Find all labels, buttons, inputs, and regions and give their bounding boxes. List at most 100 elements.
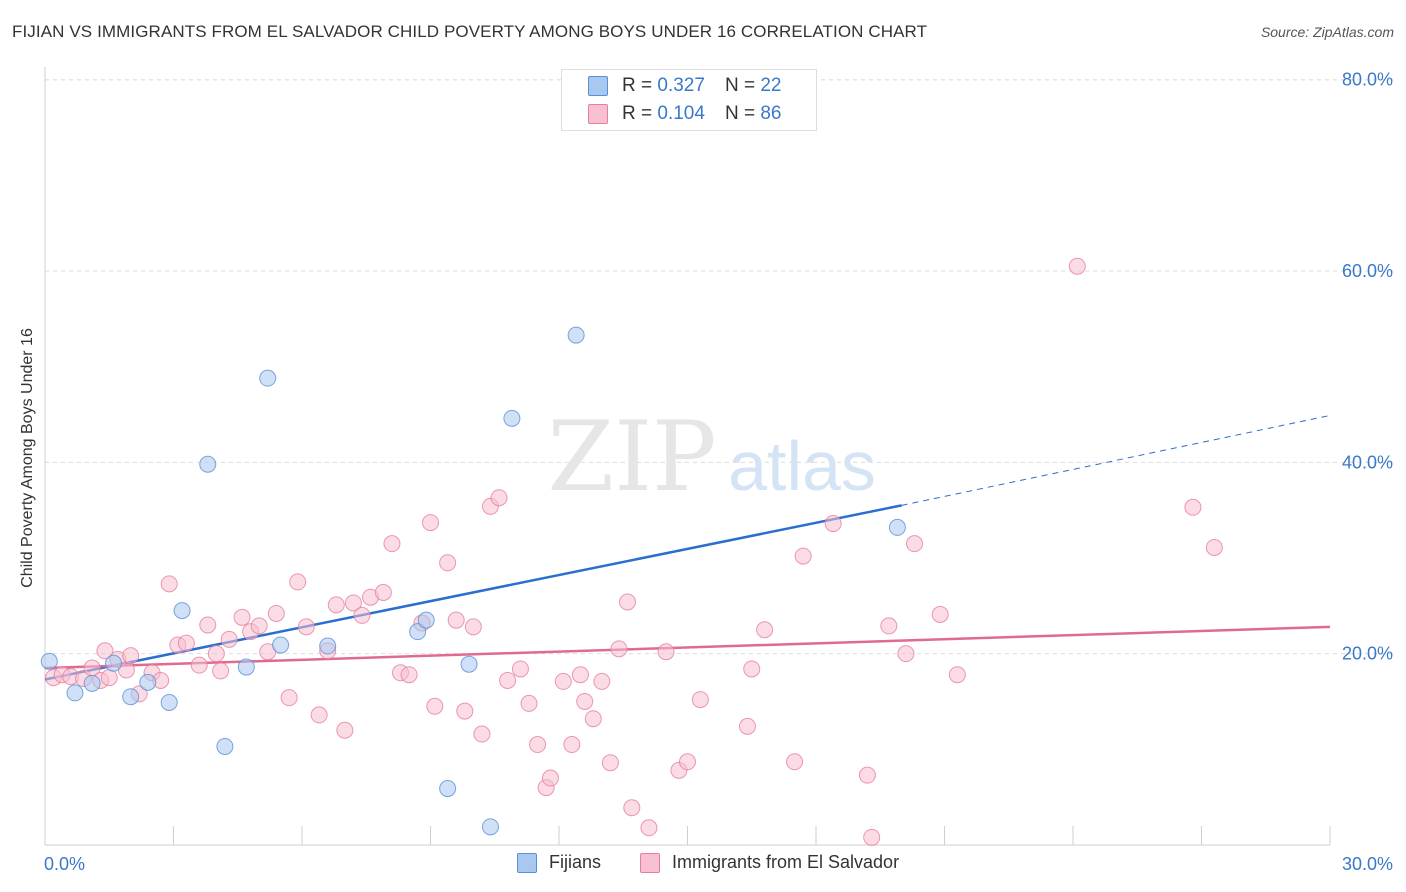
series-legend: Fijians Immigrants from El Salvador	[0, 852, 1406, 878]
salvador-point	[610, 640, 628, 658]
salvador-point	[931, 605, 949, 623]
salvador-point	[576, 693, 594, 710]
salvador-point	[571, 666, 589, 684]
fijian-trend-extension	[901, 414, 1331, 506]
salvador-point	[456, 702, 474, 720]
chart-title: FIJIAN VS IMMIGRANTS FROM EL SALVADOR CH…	[12, 22, 928, 41]
salvador-point	[220, 630, 238, 648]
salvador-point	[177, 634, 195, 652]
salvador-point	[563, 736, 581, 754]
salvador-point	[691, 691, 709, 709]
salvador-point	[122, 647, 140, 665]
fijian-point	[460, 655, 478, 673]
fijian-point	[237, 658, 255, 676]
legend-item-salvador: Immigrants from El Salvador	[640, 852, 899, 873]
salvador-point	[623, 799, 641, 817]
salvador-point	[880, 617, 898, 635]
salvador-point	[190, 656, 208, 674]
salvador-trend-line	[44, 625, 1331, 670]
salvador-point	[336, 721, 354, 739]
fijian-point	[272, 636, 290, 654]
r-value-salvador: 0.104	[657, 103, 705, 124]
salvador-point	[250, 617, 268, 635]
salvador-point	[679, 753, 696, 771]
salvador-point	[601, 754, 619, 772]
salvador-point	[858, 766, 876, 784]
salvador-point	[199, 616, 217, 634]
salvador-point	[310, 706, 328, 724]
fijian-point	[567, 326, 585, 344]
salvador-point	[96, 642, 114, 660]
legend-row-fijians: R = 0.327 N = 22	[588, 75, 781, 97]
salvador-swatch	[640, 852, 660, 873]
fijian-point	[40, 652, 58, 670]
n-label: N =	[724, 75, 756, 96]
fijian-point	[66, 684, 84, 702]
salvador-point	[383, 535, 401, 553]
fijian-point	[160, 693, 178, 711]
fijian-point	[481, 818, 499, 836]
legend-label-salvador: Immigrants from El Salvador	[672, 852, 900, 872]
fijian-point	[259, 369, 277, 387]
r-label: R =	[622, 103, 653, 124]
watermark-zip: ZIP	[547, 401, 716, 513]
salvador-point	[100, 669, 118, 687]
data-points	[40, 257, 1223, 846]
n-value-salvador: 86	[760, 103, 782, 124]
x-tick-label: 30.0%	[1342, 854, 1393, 874]
salvador-point	[824, 515, 842, 533]
salvador-point	[657, 643, 675, 661]
salvador-point	[756, 621, 774, 639]
salvador-point	[447, 611, 465, 629]
y-tick-label: 40.0%	[1342, 452, 1393, 472]
salvador-point	[464, 618, 482, 636]
fijians-swatch	[517, 852, 537, 873]
x-tick-label: 0.0%	[44, 854, 85, 874]
salvador-point	[794, 547, 812, 565]
salvador-point	[297, 618, 315, 636]
salvador-point	[439, 554, 457, 572]
salvador-point	[619, 593, 637, 611]
salvador-swatch	[588, 104, 608, 124]
fijian-point	[409, 623, 427, 641]
salvador-point	[738, 717, 756, 735]
legend-label-fijians: Fijians	[549, 852, 602, 872]
salvador-point	[786, 753, 804, 771]
salvador-point	[541, 769, 559, 787]
salvador-point	[511, 660, 529, 678]
salvador-point	[473, 725, 491, 743]
correlation-legend: R = 0.327 N = 22 R = 0.104 N = 86	[561, 69, 817, 131]
salvador-point	[426, 697, 444, 715]
salvador-point	[743, 660, 761, 678]
fijian-point	[319, 637, 337, 655]
fijian-point	[173, 602, 191, 620]
salvador-point	[207, 645, 225, 663]
y-tick-label: 60.0%	[1342, 261, 1393, 281]
n-label: N =	[724, 103, 756, 124]
r-label: R =	[622, 75, 653, 96]
salvador-point	[400, 666, 418, 684]
axes	[44, 67, 1331, 846]
salvador-point	[353, 606, 371, 624]
salvador-point	[280, 689, 298, 707]
salvador-point	[289, 573, 307, 591]
n-value-fijians: 22	[760, 75, 782, 96]
salvador-point	[640, 819, 658, 837]
salvador-point	[233, 608, 251, 626]
fijian-point	[105, 654, 123, 672]
salvador-point	[499, 671, 517, 689]
salvador-point	[267, 604, 285, 622]
salvador-point	[593, 672, 611, 690]
salvador-point	[212, 662, 230, 680]
salvador-point	[863, 828, 881, 846]
fijian-point	[199, 455, 217, 473]
salvador-point	[1205, 538, 1223, 556]
fijian-point	[122, 688, 140, 706]
tick-labels: 20.0% 40.0% 60.0% 80.0% 0.0% 30.0%	[44, 70, 1393, 874]
fijian-point	[417, 611, 435, 629]
salvador-point	[160, 575, 178, 593]
salvador-point	[490, 489, 508, 507]
salvador-point	[584, 710, 602, 728]
salvador-point	[554, 672, 572, 690]
